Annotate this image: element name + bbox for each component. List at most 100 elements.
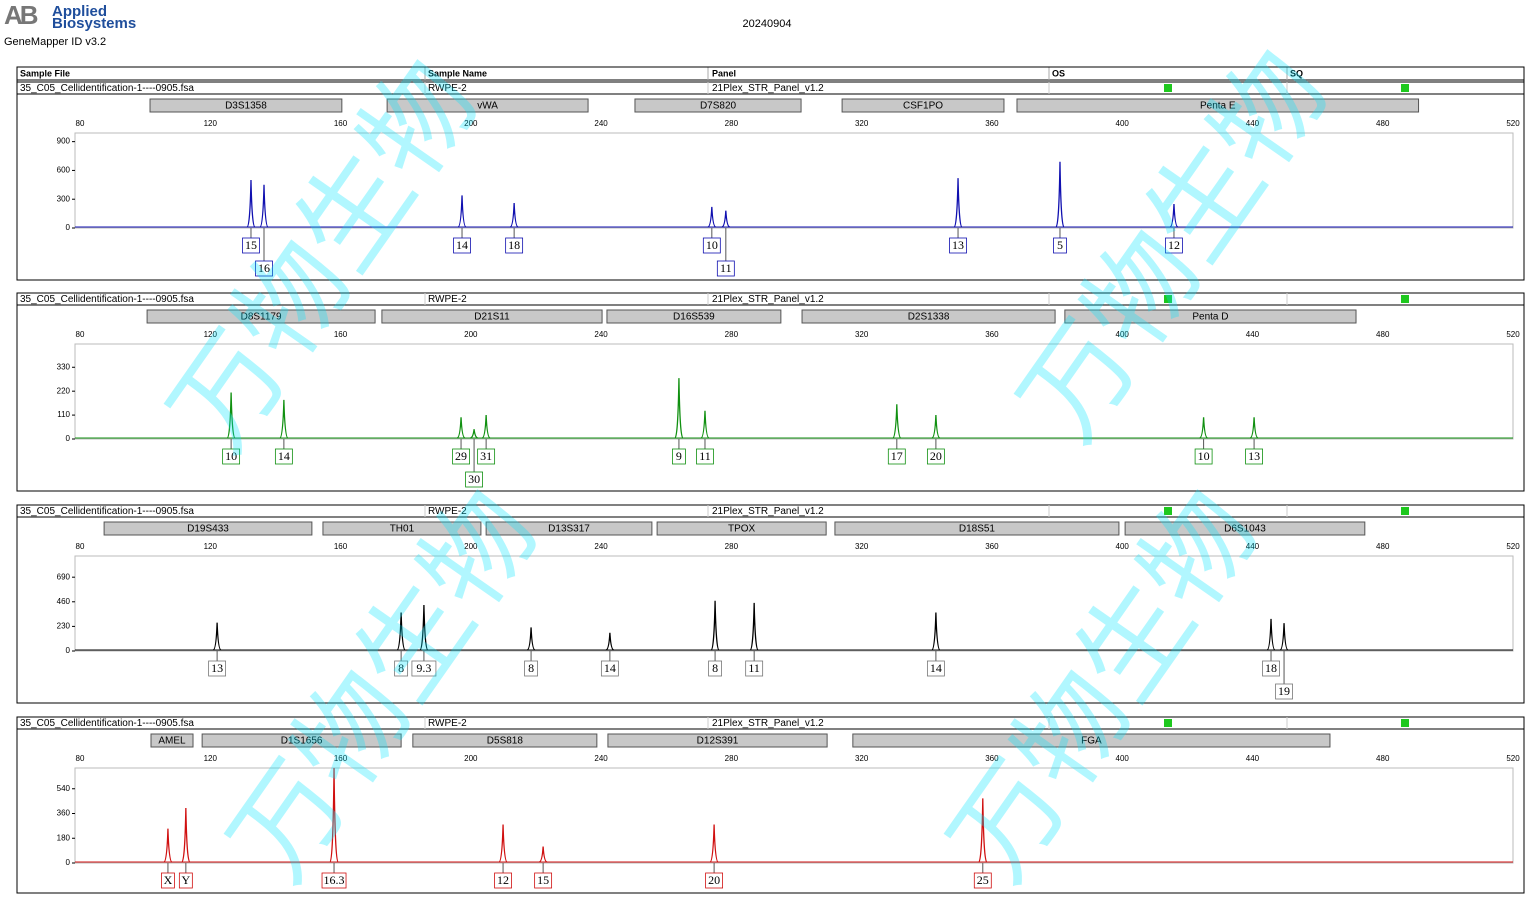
allele-box	[477, 448, 496, 465]
marker-name: FGA	[1081, 736, 1102, 747]
row-sample-file: 35_C05_Cellidentification-1----0905.fsa	[20, 718, 194, 729]
row-panel: 21Plex_STR_Panel_v1.2	[712, 294, 824, 305]
x-tick-label: 120	[204, 330, 218, 339]
row-panel: 21Plex_STR_Panel_v1.2	[712, 506, 824, 517]
peak	[469, 429, 479, 439]
row-sample-name: RWPE-2	[428, 294, 467, 305]
row-sample-name: RWPE-2	[428, 718, 467, 729]
x-tick-label: 480	[1376, 542, 1390, 551]
peak	[246, 180, 256, 228]
allele-box	[705, 872, 724, 889]
peak	[978, 798, 988, 863]
allele-label: 8	[528, 661, 534, 675]
peak	[707, 206, 717, 228]
marker-name: D3S1358	[225, 101, 267, 112]
status-indicator	[1164, 719, 1172, 727]
allele-label: 12	[1168, 238, 1180, 252]
allele-box	[745, 660, 764, 677]
row-sample-name: RWPE-2	[428, 506, 467, 517]
status-indicator	[1401, 295, 1409, 303]
x-tick-label: 440	[1246, 542, 1260, 551]
x-tick-label: 400	[1116, 542, 1130, 551]
allele-label: 9.3	[416, 661, 431, 675]
peak	[538, 846, 548, 863]
marker-bar	[607, 733, 828, 748]
peak	[1169, 203, 1179, 228]
peak	[674, 378, 684, 439]
allele-label: 11	[748, 661, 760, 675]
x-tick-label: 480	[1376, 754, 1390, 763]
allele-label: 10	[225, 449, 237, 463]
allele-label: Y	[182, 873, 191, 887]
y-tick-label: 900	[57, 137, 71, 146]
panel-frame	[16, 66, 1525, 281]
status-indicator	[1401, 719, 1409, 727]
x-tick-label: 320	[855, 542, 869, 551]
marker-name: TPOX	[728, 524, 756, 535]
allele-label: 13	[1248, 449, 1260, 463]
status-indicator	[1164, 295, 1172, 303]
marker-name: D12S391	[697, 736, 739, 747]
allele-label: 31	[480, 449, 492, 463]
allele-box	[1165, 237, 1183, 254]
allele-label: 18	[1265, 661, 1277, 675]
allele-label: 30	[468, 472, 480, 486]
marker-bar	[322, 521, 482, 536]
report-date: 20240904	[743, 18, 792, 30]
marker-name: D21S11	[474, 312, 510, 323]
peak	[498, 824, 508, 863]
allele-label: 15	[537, 873, 549, 887]
peak	[892, 404, 902, 439]
peak	[329, 768, 339, 863]
marker-bar	[381, 309, 603, 324]
allele-label: 12	[497, 873, 509, 887]
allele-label: 14	[604, 661, 616, 675]
peak	[931, 415, 941, 439]
allele-label: 10	[706, 238, 718, 252]
marker-bar	[606, 309, 782, 324]
allele-box	[716, 260, 735, 277]
peak	[526, 627, 536, 651]
x-tick-label: 200	[464, 542, 478, 551]
x-tick-label: 280	[725, 754, 739, 763]
peak	[709, 824, 719, 863]
row-panel: 21Plex_STR_Panel_v1.2	[712, 83, 824, 94]
peak	[226, 392, 236, 439]
allele-box	[1053, 237, 1067, 254]
x-tick-label: 240	[594, 330, 608, 339]
marker-bar	[149, 98, 343, 113]
allele-box	[453, 237, 471, 254]
logo-mark: AB	[4, 0, 38, 30]
y-tick-label: 540	[57, 784, 71, 793]
y-tick-label: 330	[57, 362, 71, 371]
y-tick-label: 0	[66, 434, 71, 443]
marker-name: D7S820	[700, 101, 737, 112]
y-tick-label: 180	[57, 833, 71, 842]
marker-bar	[386, 98, 589, 113]
status-indicator	[1164, 84, 1172, 92]
y-tick-label: 600	[57, 166, 71, 175]
x-tick-label: 520	[1506, 119, 1520, 128]
row-panel: 21Plex_STR_Panel_v1.2	[712, 718, 824, 729]
allele-box	[321, 872, 347, 889]
allele-box	[524, 660, 538, 677]
column-header: Panel	[712, 68, 736, 78]
allele-box	[1194, 448, 1213, 465]
x-tick-label: 160	[334, 330, 348, 339]
allele-label: 9	[676, 449, 682, 463]
peak	[163, 828, 173, 863]
allele-box	[887, 448, 906, 465]
marker-name: D19S433	[187, 524, 229, 535]
x-tick-label: 240	[594, 542, 608, 551]
allele-label: X	[164, 873, 173, 887]
marker-name: D18S51	[959, 524, 996, 535]
marker-name: vWA	[477, 101, 498, 112]
marker-bar	[1016, 98, 1420, 113]
x-tick-label: 160	[334, 542, 348, 551]
peak	[953, 178, 963, 228]
plot-area	[74, 767, 1514, 864]
y-tick-label: 460	[57, 597, 71, 606]
x-tick-label: 160	[334, 754, 348, 763]
peak	[481, 415, 491, 439]
